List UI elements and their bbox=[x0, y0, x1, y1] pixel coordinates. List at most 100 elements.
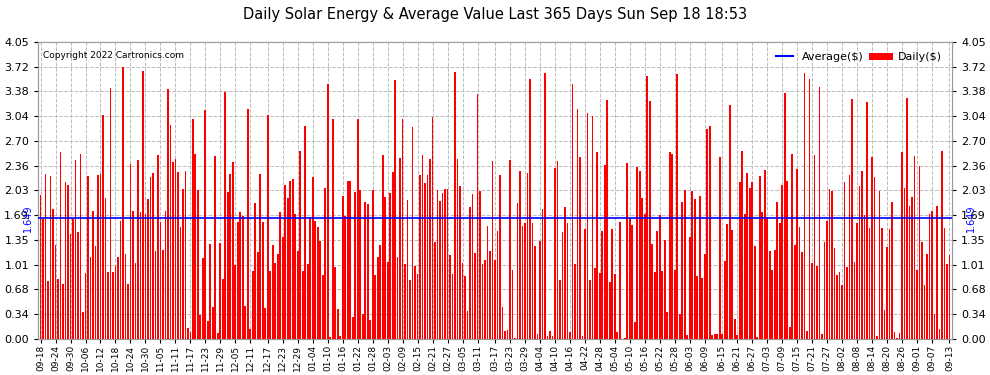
Bar bbox=[404, 264, 406, 339]
Bar bbox=[696, 276, 698, 339]
Bar bbox=[899, 333, 900, 339]
Bar bbox=[931, 211, 933, 339]
Bar bbox=[519, 171, 521, 339]
Bar bbox=[279, 212, 281, 339]
Bar bbox=[77, 232, 79, 339]
Bar bbox=[377, 256, 378, 339]
Bar bbox=[435, 242, 436, 339]
Bar bbox=[317, 227, 319, 339]
Bar bbox=[879, 192, 880, 339]
Bar bbox=[686, 334, 688, 339]
Bar bbox=[517, 203, 519, 339]
Bar bbox=[886, 247, 888, 339]
Bar bbox=[154, 251, 156, 339]
Bar bbox=[799, 227, 801, 339]
Bar bbox=[74, 160, 76, 339]
Bar bbox=[534, 246, 536, 339]
Bar bbox=[387, 262, 388, 339]
Bar bbox=[397, 257, 399, 339]
Bar bbox=[717, 334, 718, 339]
Bar bbox=[205, 110, 206, 339]
Bar bbox=[394, 81, 396, 339]
Bar bbox=[804, 73, 806, 339]
Bar bbox=[464, 276, 466, 339]
Bar bbox=[832, 191, 833, 339]
Bar bbox=[824, 243, 826, 339]
Bar bbox=[629, 219, 631, 339]
Bar bbox=[127, 284, 129, 339]
Bar bbox=[330, 338, 331, 339]
Bar bbox=[169, 124, 171, 339]
Bar bbox=[527, 172, 529, 339]
Bar bbox=[532, 223, 534, 339]
Bar bbox=[67, 184, 69, 339]
Bar bbox=[359, 190, 361, 339]
Bar bbox=[302, 271, 304, 339]
Bar bbox=[414, 266, 416, 339]
Bar bbox=[115, 266, 117, 339]
Bar bbox=[537, 334, 539, 339]
Bar bbox=[554, 168, 555, 339]
Bar bbox=[756, 337, 758, 339]
Bar bbox=[172, 162, 174, 339]
Bar bbox=[315, 221, 316, 339]
Bar bbox=[591, 117, 593, 339]
Text: 1.649: 1.649 bbox=[965, 204, 975, 232]
Bar bbox=[142, 71, 144, 339]
Bar bbox=[149, 177, 151, 339]
Bar bbox=[57, 279, 59, 339]
Bar bbox=[237, 222, 239, 339]
Bar bbox=[709, 126, 711, 339]
Bar bbox=[409, 280, 411, 339]
Bar bbox=[277, 254, 278, 339]
Bar bbox=[299, 151, 301, 339]
Bar bbox=[642, 198, 644, 339]
Bar bbox=[901, 152, 903, 339]
Bar bbox=[484, 260, 486, 339]
Bar bbox=[197, 190, 199, 339]
Bar bbox=[117, 256, 119, 339]
Bar bbox=[786, 182, 788, 339]
Bar bbox=[722, 334, 723, 339]
Bar bbox=[656, 231, 658, 339]
Bar bbox=[651, 244, 653, 339]
Bar bbox=[284, 185, 286, 339]
Bar bbox=[576, 109, 578, 339]
Bar bbox=[110, 88, 111, 339]
Bar bbox=[634, 322, 636, 339]
Bar bbox=[327, 84, 329, 339]
Bar bbox=[337, 309, 339, 339]
Bar bbox=[729, 105, 731, 339]
Bar bbox=[366, 204, 368, 339]
Bar bbox=[245, 306, 247, 339]
Bar bbox=[684, 190, 686, 339]
Bar bbox=[419, 175, 421, 339]
Bar bbox=[904, 188, 906, 339]
Bar bbox=[816, 267, 818, 339]
Bar bbox=[442, 193, 444, 339]
Bar bbox=[941, 151, 942, 339]
Bar bbox=[210, 244, 211, 339]
Bar bbox=[422, 156, 424, 339]
Bar bbox=[714, 334, 716, 339]
Bar bbox=[494, 260, 496, 339]
Bar bbox=[402, 119, 404, 339]
Bar bbox=[207, 321, 209, 339]
Bar bbox=[399, 158, 401, 339]
Bar bbox=[712, 334, 713, 339]
Bar bbox=[492, 161, 493, 339]
Bar bbox=[200, 315, 201, 339]
Bar bbox=[676, 74, 678, 339]
Bar bbox=[764, 170, 765, 339]
Bar bbox=[92, 210, 94, 339]
Bar bbox=[382, 155, 383, 339]
Bar bbox=[858, 186, 860, 339]
Bar bbox=[471, 194, 473, 339]
Bar bbox=[412, 127, 414, 339]
Bar bbox=[866, 102, 868, 339]
Bar bbox=[130, 164, 132, 339]
Bar bbox=[87, 176, 89, 339]
Bar bbox=[551, 336, 553, 339]
Bar bbox=[921, 242, 923, 339]
Bar bbox=[779, 223, 780, 339]
